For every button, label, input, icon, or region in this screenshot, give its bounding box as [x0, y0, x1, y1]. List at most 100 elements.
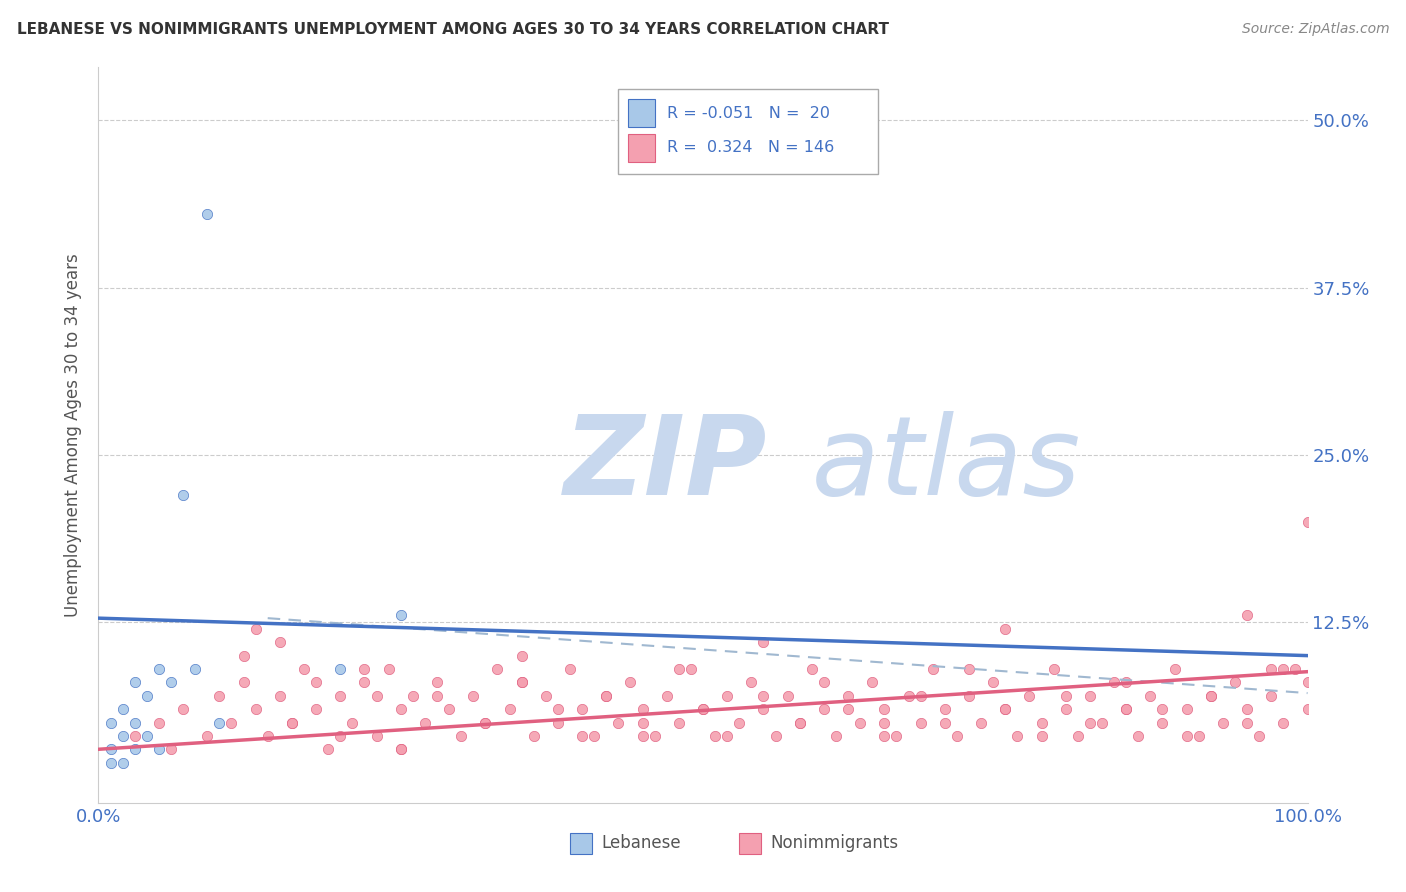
Point [873, 715, 896, 730]
Point [523, 729, 546, 743]
Point [389, 608, 412, 623]
Point [221, 715, 243, 730]
Point [668, 715, 690, 730]
Point [813, 675, 835, 690]
Point [1223, 675, 1246, 690]
Text: R =  0.324   N = 146: R = 0.324 N = 146 [666, 140, 834, 155]
Point [353, 675, 375, 690]
Point [232, 675, 254, 690]
Point [413, 715, 436, 730]
Point [305, 702, 328, 716]
Point [402, 689, 425, 703]
Point [281, 715, 304, 730]
Point [450, 729, 472, 743]
Point [1175, 702, 1198, 716]
Point [316, 742, 339, 756]
Point [160, 742, 183, 756]
Point [692, 702, 714, 716]
Point [245, 702, 267, 716]
Point [946, 729, 969, 743]
Point [1296, 675, 1319, 690]
Point [1102, 675, 1125, 690]
Point [342, 715, 364, 730]
Point [1031, 729, 1053, 743]
Point [994, 702, 1017, 716]
Point [1115, 702, 1137, 716]
Point [789, 715, 811, 730]
Point [353, 662, 375, 676]
Text: atlas: atlas [564, 411, 1080, 517]
Point [1212, 715, 1234, 730]
Point [232, 648, 254, 663]
Point [329, 729, 352, 743]
Point [100, 742, 122, 756]
Point [148, 662, 170, 676]
Point [631, 702, 654, 716]
Point [426, 689, 449, 703]
Point [1152, 702, 1174, 716]
Point [269, 635, 291, 649]
Point [474, 715, 496, 730]
Point [366, 689, 388, 703]
Point [752, 702, 775, 716]
Point [825, 729, 848, 743]
Point [934, 715, 956, 730]
Point [184, 662, 207, 676]
Point [195, 207, 218, 221]
Point [837, 689, 859, 703]
Point [1260, 662, 1282, 676]
Point [281, 715, 304, 730]
Point [463, 689, 485, 703]
Point [1115, 702, 1137, 716]
Point [389, 742, 412, 756]
Point [994, 702, 1017, 716]
Point [111, 756, 134, 770]
Point [716, 689, 738, 703]
Point [595, 689, 617, 703]
Point [934, 702, 956, 716]
Point [704, 729, 727, 743]
Point [1296, 515, 1319, 529]
Point [631, 715, 654, 730]
Point [910, 689, 932, 703]
Point [245, 622, 267, 636]
Point [994, 622, 1017, 636]
Point [208, 689, 231, 703]
Point [377, 662, 399, 676]
Point [1236, 715, 1258, 730]
Point [269, 689, 291, 703]
Point [172, 488, 194, 502]
Point [957, 689, 980, 703]
Point [1163, 662, 1185, 676]
Point [148, 742, 170, 756]
Point [1236, 702, 1258, 716]
Point [595, 689, 617, 703]
Point [124, 715, 146, 730]
Point [692, 702, 714, 716]
Point [776, 689, 799, 703]
Text: LEBANESE VS NONIMMIGRANTS UNEMPLOYMENT AMONG AGES 30 TO 34 YEARS CORRELATION CHA: LEBANESE VS NONIMMIGRANTS UNEMPLOYMENT A… [17, 22, 889, 37]
Point [135, 729, 157, 743]
Point [1007, 729, 1029, 743]
Point [800, 662, 823, 676]
Point [1175, 729, 1198, 743]
Point [111, 702, 134, 716]
Point [111, 729, 134, 743]
Point [1091, 715, 1114, 730]
Point [752, 689, 775, 703]
Point [474, 715, 496, 730]
Point [437, 702, 460, 716]
Point [849, 715, 872, 730]
Point [1284, 662, 1306, 676]
Point [1152, 715, 1174, 730]
Point [208, 715, 231, 730]
Point [837, 702, 859, 716]
FancyBboxPatch shape [619, 89, 879, 174]
Point [366, 729, 388, 743]
Point [486, 662, 509, 676]
Point [124, 742, 146, 756]
Point [668, 662, 690, 676]
Point [644, 729, 666, 743]
Point [921, 662, 943, 676]
Point [547, 702, 569, 716]
